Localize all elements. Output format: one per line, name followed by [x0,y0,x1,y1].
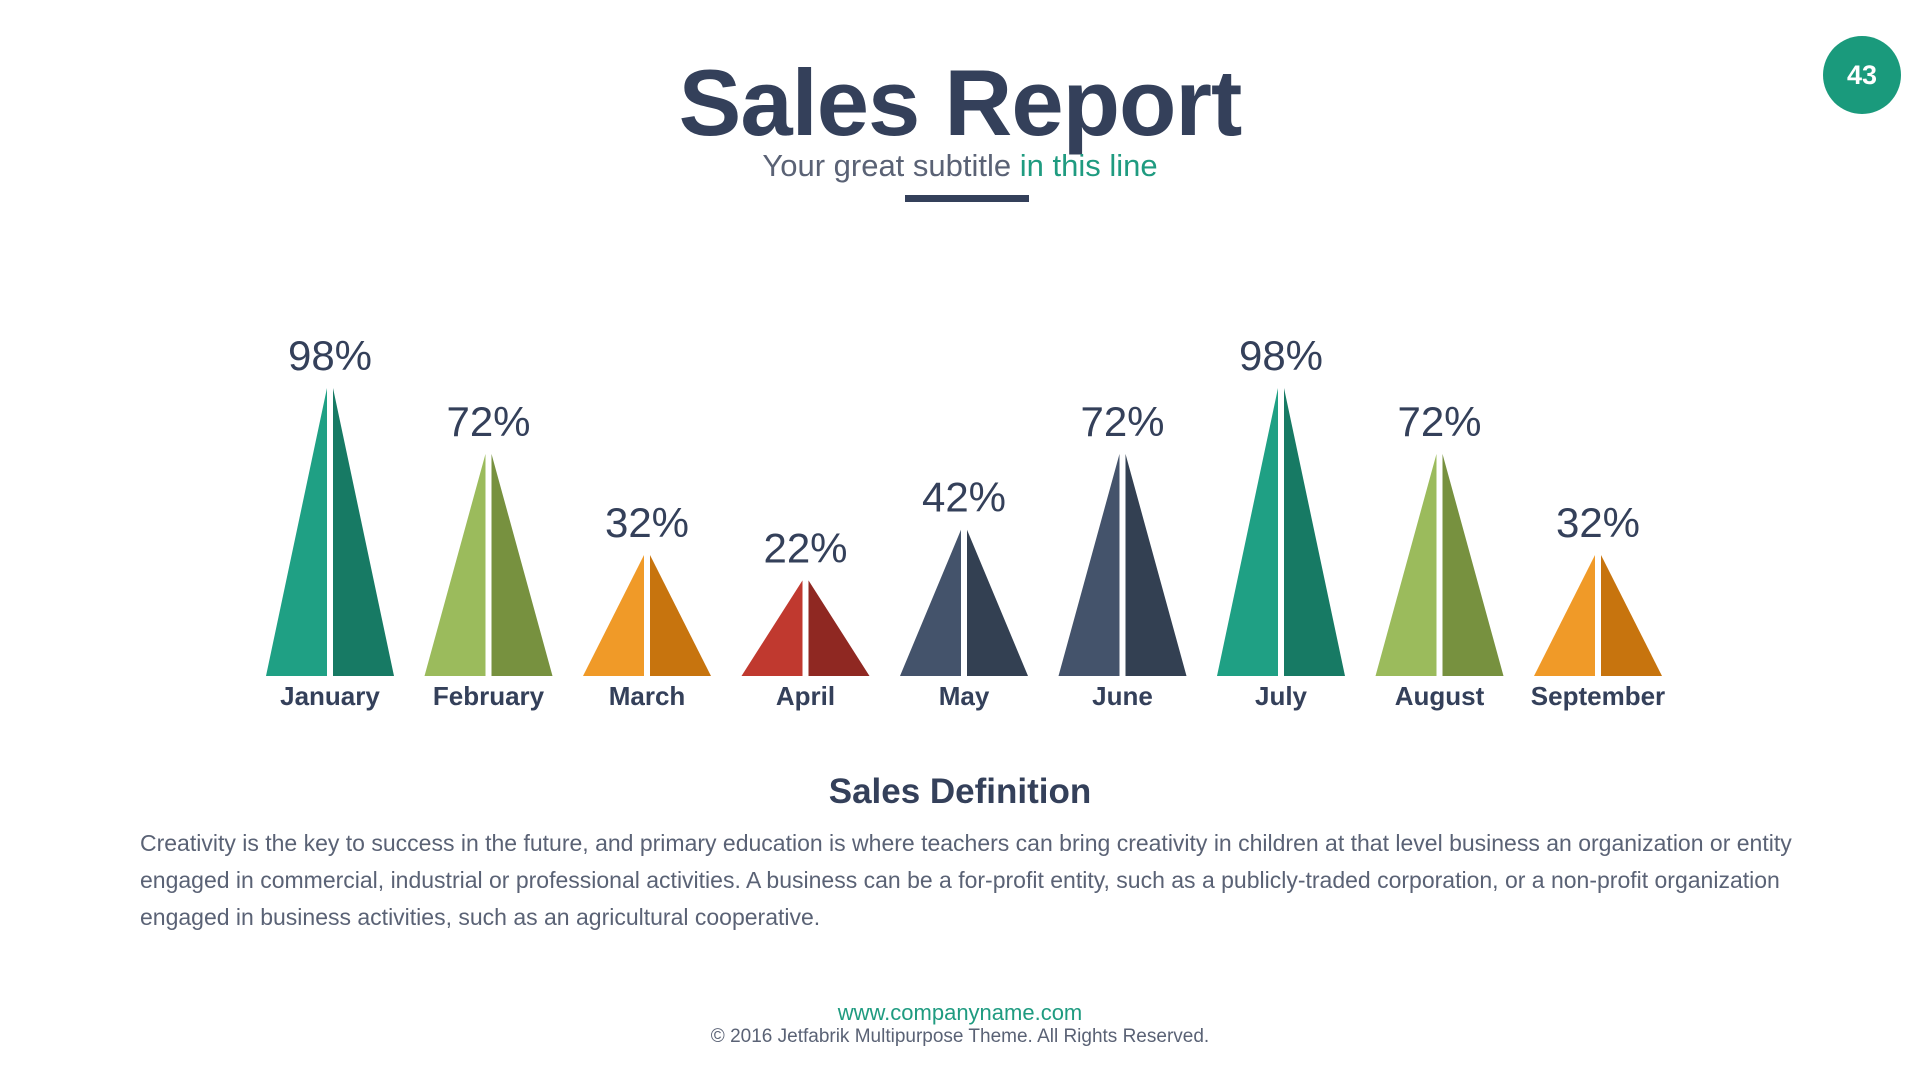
bar-july [1217,388,1345,676]
footer-url[interactable]: www.companyname.com [837,1000,1083,1025]
category-label: May [939,681,990,711]
bar-august [1375,453,1504,676]
bar-right-half [1125,453,1187,676]
bar-left-half [583,555,644,676]
bar-left-half [266,388,327,676]
value-label: 72% [1397,398,1481,445]
section-body: Creativity is the key to success in the … [140,830,1792,930]
category-label: July [1255,681,1308,711]
bar-right-half [1442,453,1504,676]
bar-right-half [650,555,711,676]
subtitle-accent: in this line [1019,148,1158,183]
category-label: March [609,681,686,711]
page-title: Sales Report [678,50,1243,155]
value-label: 32% [605,499,689,546]
bar-left-half [900,529,961,676]
bar-right-half [808,580,870,676]
section-title: Sales Definition [828,772,1092,811]
category-label: June [1092,681,1153,711]
category-label: August [1395,681,1485,711]
bar-left-half [1058,453,1120,676]
subtitle-main: Your great subtitle [762,148,1020,183]
bar-may [900,529,1028,676]
value-label: 98% [1239,332,1323,379]
value-label: 32% [1556,499,1640,546]
bar-right-half [491,453,553,676]
bar-left-half [1217,388,1278,676]
page-subtitle: Your great subtitle in this line [0,146,1920,186]
value-label: 72% [1080,398,1164,445]
bar-left-half [1534,555,1595,676]
footer-copyright: © 2016 Jetfabrik Multipurpose Theme. All… [710,1026,1210,1047]
bar-september [1534,555,1662,676]
category-label: September [1531,681,1665,711]
bar-march [583,555,711,676]
bar-june [1058,453,1187,676]
bar-left-half [424,453,486,676]
title-underline [905,195,1029,202]
page-number-badge: 43 [1823,36,1901,114]
bar-right-half [967,529,1028,676]
category-label: January [280,681,380,711]
bar-january [266,388,394,676]
bar-left-half [741,580,803,676]
value-label: 72% [446,398,530,445]
sales-chart: 98% January 72% February 32% March 22% April 42%… [266,332,1665,711]
bar-right-half [333,388,394,676]
category-label: April [776,681,835,711]
bar-right-half [1284,388,1345,676]
bar-april [741,580,870,676]
bar-right-half [1601,555,1662,676]
value-label: 22% [763,524,847,571]
category-label: February [433,681,545,711]
bar-february [424,453,553,676]
bar-left-half [1375,453,1437,676]
value-label: 98% [288,332,372,379]
value-label: 42% [922,474,1006,521]
